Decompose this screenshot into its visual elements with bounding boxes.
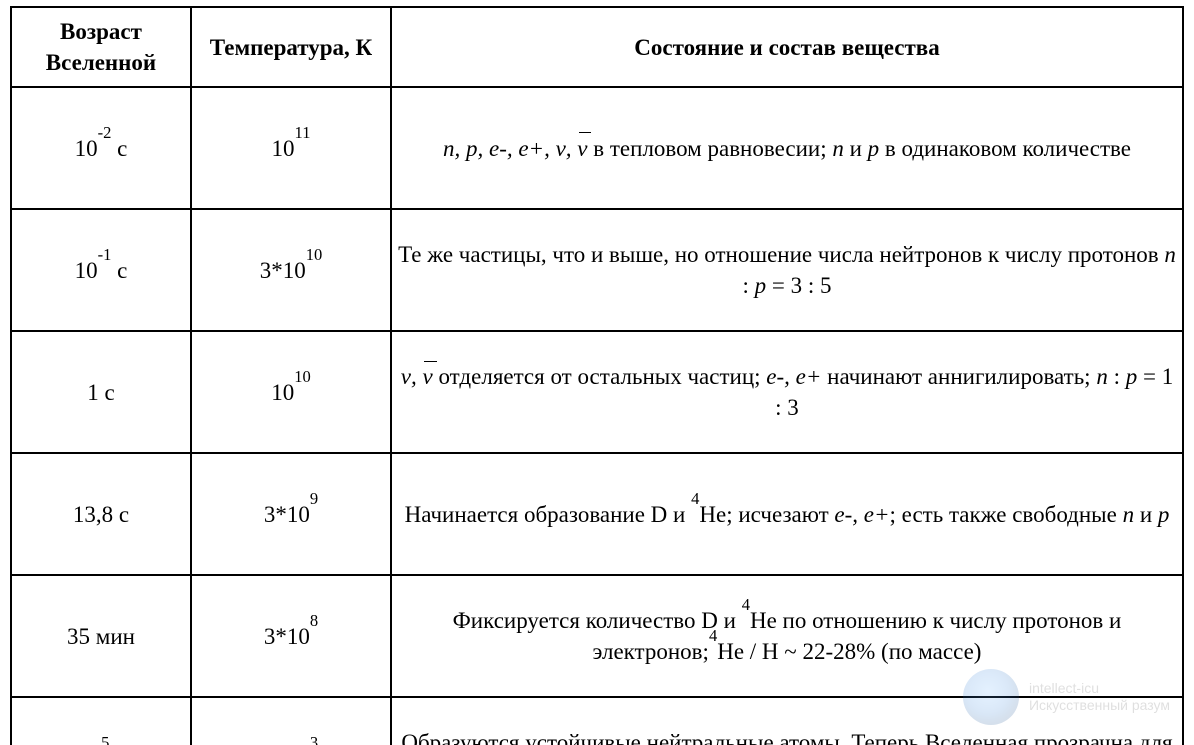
cell-temp: 3*103 (191, 697, 391, 745)
col-header-temp: Температура, К (191, 7, 391, 87)
cell-age: 10-1 с (11, 209, 191, 331)
cell-temp: 3*109 (191, 453, 391, 575)
cell-age: 13,8 с (11, 453, 191, 575)
table-header-row: Возраст Вселенной Температура, К Состоян… (11, 7, 1183, 87)
table-row: 1 с 1010 ν, ν отделяется от остальных ча… (11, 331, 1183, 453)
cell-age: 10-2 с (11, 87, 191, 209)
col-header-age: Возраст Вселенной (11, 7, 191, 87)
universe-state-table: Возраст Вселенной Температура, К Состоян… (10, 6, 1184, 745)
table-row: 13,8 с 3*109 Начинается образование D и … (11, 453, 1183, 575)
cell-temp: 1011 (191, 87, 391, 209)
table-row: 10-1 с 3*1010 Те же частицы, что и выше,… (11, 209, 1183, 331)
cell-desc: Те же частицы, что и выше, но отношение … (391, 209, 1183, 331)
cell-desc: Образуются устойчивые нейтральные атомы.… (391, 697, 1183, 745)
cell-temp: 1010 (191, 331, 391, 453)
cell-desc: Начинается образование D и 4He; исчезают… (391, 453, 1183, 575)
cell-temp: 3*1010 (191, 209, 391, 331)
table-row: 7*105 лет 3*103 Образуются устойчивые не… (11, 697, 1183, 745)
cell-age: 1 с (11, 331, 191, 453)
table-row: 35 мин 3*108 Фиксируется количество D и … (11, 575, 1183, 697)
cell-desc: Фиксируется количество D и 4He по отноше… (391, 575, 1183, 697)
cell-desc: n, p, e-, e+, ν, ν в тепловом равновесии… (391, 87, 1183, 209)
table-row: 10-2 с 1011 n, p, e-, e+, ν, ν в теплово… (11, 87, 1183, 209)
cell-desc: ν, ν отделяется от остальных частиц; e-,… (391, 331, 1183, 453)
col-header-desc: Состояние и состав вещества (391, 7, 1183, 87)
cell-age: 7*105 лет (11, 697, 191, 745)
cell-age: 35 мин (11, 575, 191, 697)
cell-temp: 3*108 (191, 575, 391, 697)
